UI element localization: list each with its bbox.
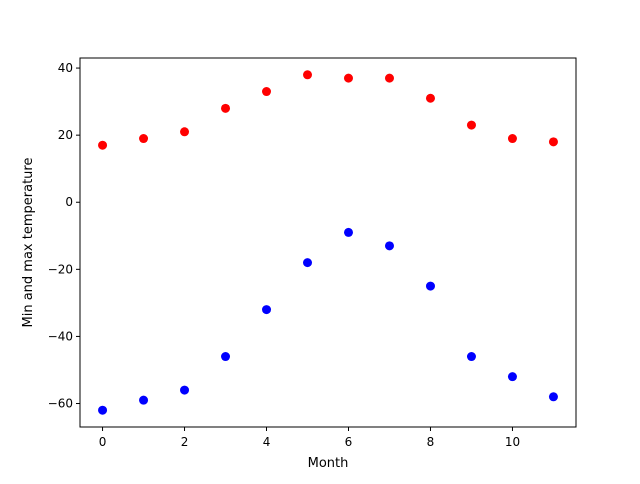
data-point-series-2-3: [221, 352, 231, 362]
data-point-series-1-10: [507, 134, 517, 144]
plot-area: [98, 70, 558, 415]
data-point-series-1-11: [548, 137, 558, 147]
data-point-series-2-0: [98, 405, 108, 415]
data-point-series-1-7: [384, 73, 394, 83]
x-axis-label: Month: [308, 456, 349, 471]
data-point-series-2-11: [548, 392, 558, 402]
y-axis-label: Min and max temperature: [21, 158, 36, 328]
data-point-series-2-4: [262, 305, 272, 315]
x-tick-label: 8: [427, 435, 435, 449]
axes-frame: [79, 57, 577, 428]
data-point-series-1-1: [139, 134, 149, 144]
data-point-series-1-0: [98, 140, 108, 150]
y-tick-label: 40: [58, 61, 73, 75]
data-point-series-1-8: [425, 93, 435, 103]
data-point-series-2-5: [303, 258, 313, 268]
data-point-series-2-8: [425, 281, 435, 291]
data-point-series-1-4: [262, 87, 272, 97]
data-point-series-1-2: [180, 127, 190, 137]
data-point-series-2-6: [343, 227, 353, 237]
data-point-series-2-1: [139, 395, 149, 405]
y-tick-label: −60: [48, 397, 73, 411]
x-tick-label: 10: [505, 435, 520, 449]
data-point-series-1-5: [303, 70, 313, 80]
x-axis-ticks: 0 2 4 6 8 10: [99, 427, 520, 449]
data-point-series-2-10: [507, 372, 517, 382]
x-tick-label: 6: [345, 435, 353, 449]
data-point-series-2-2: [180, 385, 190, 395]
data-point-series-1-3: [221, 103, 231, 113]
data-point-series-1-9: [466, 120, 476, 130]
data-point-series-2-9: [466, 352, 476, 362]
y-tick-label: −40: [48, 329, 73, 343]
x-tick-label: 2: [181, 435, 189, 449]
y-tick-label: 20: [58, 128, 73, 142]
y-axis-ticks: −60 −40 −20 0 20 40: [48, 61, 80, 411]
y-tick-label: −20: [48, 262, 73, 276]
x-tick-label: 4: [263, 435, 271, 449]
x-tick-label: 0: [99, 435, 107, 449]
data-point-series-2-7: [384, 241, 394, 251]
data-point-series-1-6: [343, 73, 353, 83]
y-tick-label: 0: [65, 195, 73, 209]
